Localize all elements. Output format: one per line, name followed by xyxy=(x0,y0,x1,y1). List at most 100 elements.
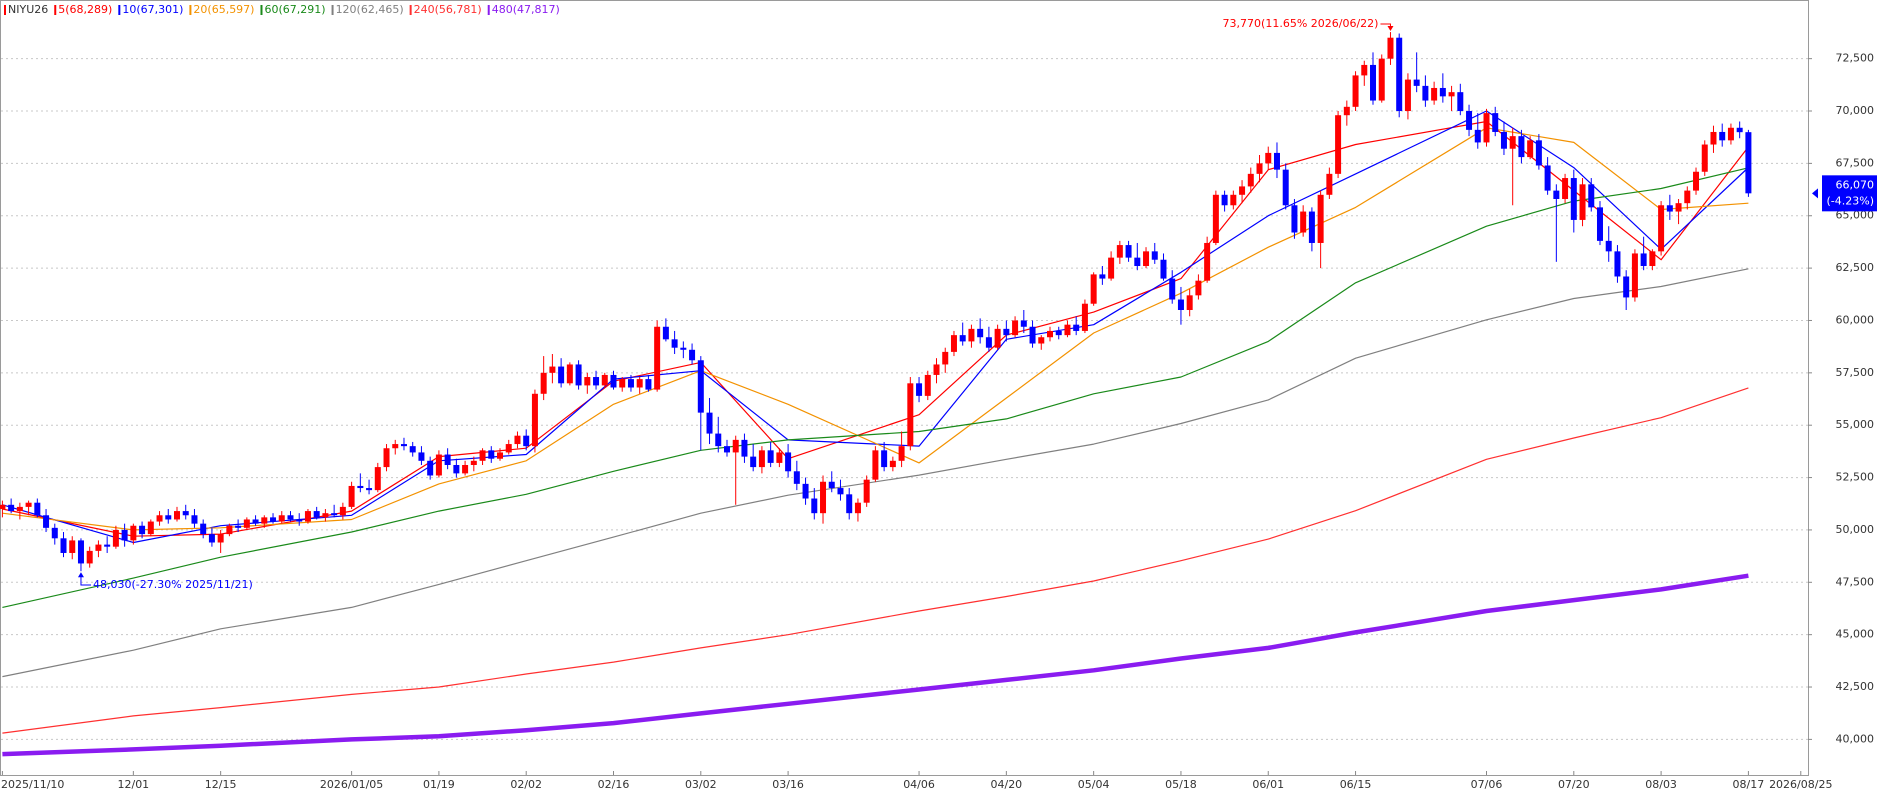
candle-body xyxy=(1370,64,1377,101)
candle-body xyxy=(1230,194,1237,206)
candle-body xyxy=(1073,324,1080,331)
candle-body xyxy=(514,435,521,445)
candle-body xyxy=(1544,165,1551,191)
candle-body xyxy=(1317,194,1324,243)
candle-body xyxy=(872,450,879,480)
candle-body xyxy=(243,519,250,528)
candle-body xyxy=(252,519,259,524)
candle-body xyxy=(43,515,50,528)
legend-entry: 60(67,291) xyxy=(264,3,325,16)
candle-body xyxy=(1404,79,1411,112)
candle-body xyxy=(400,444,407,447)
legend-entry: 240(56,781) xyxy=(414,3,482,16)
candle-body xyxy=(1064,324,1071,336)
candle-body xyxy=(287,515,294,520)
candle-body xyxy=(427,460,434,476)
candle-body xyxy=(1108,257,1115,279)
candle-body xyxy=(689,349,696,361)
candle-body xyxy=(1509,136,1516,149)
candle-body xyxy=(1553,190,1560,199)
low-annotation: 48,030(-27.30% 2025/11/21) xyxy=(93,578,253,591)
candle-body xyxy=(1282,169,1289,206)
y-tick-label: 60,000 xyxy=(1836,313,1875,326)
candle-body xyxy=(802,483,809,499)
candle-body xyxy=(357,485,364,489)
x-tick-label: 12/01 xyxy=(117,778,149,791)
candle-body xyxy=(1614,251,1621,277)
high-arrow xyxy=(1387,26,1394,32)
candle-body xyxy=(1326,173,1333,195)
candle-body xyxy=(1361,64,1368,76)
candle-body xyxy=(488,450,495,459)
candle-body xyxy=(1116,245,1123,258)
candle-body xyxy=(418,452,425,461)
candle-body xyxy=(828,481,835,489)
candle-body xyxy=(444,454,451,465)
candle-body xyxy=(994,328,1001,348)
legend-marker xyxy=(331,5,334,15)
candle-body xyxy=(1448,92,1455,97)
candle-body xyxy=(208,534,215,543)
candle-body xyxy=(1273,152,1280,170)
y-tick-label: 50,000 xyxy=(1836,523,1875,536)
candle-body xyxy=(165,515,172,520)
y-tick-label: 72,500 xyxy=(1836,52,1875,65)
candle-body xyxy=(1396,37,1403,112)
candle-body xyxy=(785,452,792,472)
legend-marker xyxy=(409,5,412,15)
y-tick-label: 67,500 xyxy=(1836,156,1875,169)
candle-body xyxy=(575,364,582,386)
candle-body xyxy=(1047,330,1053,338)
candle-body xyxy=(924,374,931,396)
candle-body xyxy=(758,450,765,468)
candle-body xyxy=(174,511,180,520)
candle-body xyxy=(1308,211,1315,243)
x-tick-label: 08/03 xyxy=(1645,778,1677,791)
candle-body xyxy=(95,544,102,551)
candle-body xyxy=(1736,127,1743,133)
candle-body xyxy=(1256,163,1263,174)
candle-body xyxy=(549,366,556,373)
candle-body xyxy=(846,494,853,514)
legend-marker xyxy=(189,5,192,15)
candle-body xyxy=(715,433,722,447)
candle-body xyxy=(226,525,233,535)
candle-body xyxy=(1212,194,1219,243)
candle-body xyxy=(942,351,949,365)
x-tick-label: 08/17 xyxy=(1733,778,1765,791)
candle-body xyxy=(156,515,163,522)
candle-body xyxy=(1099,274,1106,279)
candle-body xyxy=(435,454,442,476)
y-tick-label: 70,000 xyxy=(1836,104,1875,117)
candle-body xyxy=(1160,259,1167,279)
candle-body xyxy=(566,364,573,384)
candle-body xyxy=(1710,131,1717,145)
candle-body xyxy=(1588,184,1595,208)
candle-body xyxy=(1422,85,1429,101)
candle-body xyxy=(1483,113,1490,143)
x-tick-label: 03/16 xyxy=(772,778,804,791)
high-annotation: 73,770(11.65% 2026/06/22) xyxy=(1223,17,1379,30)
y-tick-label: 65,000 xyxy=(1836,209,1875,222)
candle-body xyxy=(121,529,128,541)
candle-body xyxy=(741,439,748,457)
candle-body xyxy=(1570,178,1577,220)
candle-body xyxy=(261,517,268,524)
y-tick-label: 52,500 xyxy=(1836,471,1875,484)
x-tick-label: 02/16 xyxy=(598,778,630,791)
current-box xyxy=(1822,175,1877,212)
x-tick-label: 05/04 xyxy=(1078,778,1110,791)
candle-body xyxy=(1352,75,1359,107)
candle-body xyxy=(1186,295,1193,310)
candle-body xyxy=(1012,320,1019,336)
candle-body xyxy=(968,328,975,342)
candle-body xyxy=(1649,251,1656,267)
legend-title: NIYU26 xyxy=(8,3,48,16)
y-tick-label: 45,000 xyxy=(1836,628,1875,641)
candle-body xyxy=(1343,106,1350,116)
candle-body xyxy=(662,326,669,340)
candle-body xyxy=(1640,253,1647,267)
candle-body xyxy=(16,506,23,512)
x-tick-label: 04/06 xyxy=(903,778,935,791)
candle-body xyxy=(366,488,373,491)
